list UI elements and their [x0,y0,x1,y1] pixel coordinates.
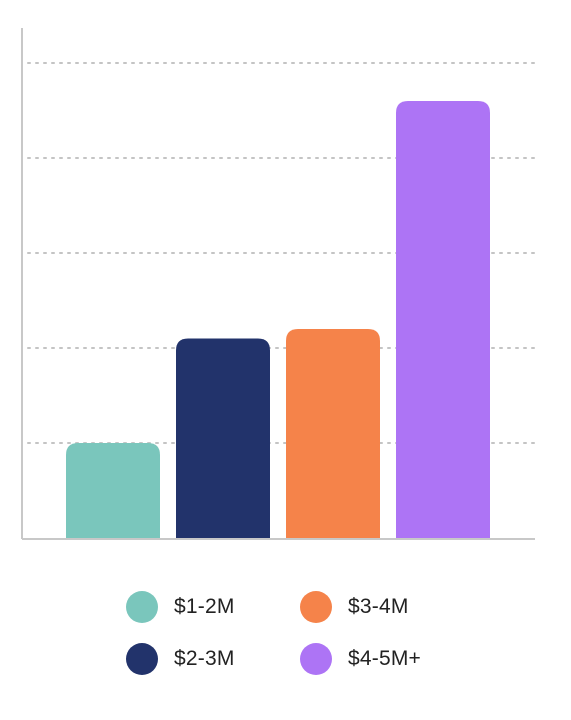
bar-1-2m [66,443,160,538]
legend-label-3-4m: $3-4M [348,595,409,618]
legend-label-2-3m: $2-3M [174,647,235,670]
legend-swatch-2-3m [126,643,158,675]
legend-label-1-2m: $1-2M [174,595,235,618]
legend-swatch-1-2m [126,591,158,623]
legend-swatch-3-4m [300,591,332,623]
legend-item-4-5m-plus: $4-5M+ [300,642,460,676]
legend: $1-2M $3-4M $2-3M $4-5M+ [126,590,460,676]
bar-2-3m [176,338,270,538]
legend-item-1-2m: $1-2M [126,590,300,624]
bar-3-4m [286,329,380,538]
bar-4-5m-plus [396,101,490,538]
bar-chart [21,28,536,540]
legend-item-3-4m: $3-4M [300,590,460,624]
legend-label-4-5m-plus: $4-5M+ [348,647,421,670]
legend-swatch-4-5m-plus [300,643,332,675]
legend-item-2-3m: $2-3M [126,642,300,676]
bars [66,101,490,538]
